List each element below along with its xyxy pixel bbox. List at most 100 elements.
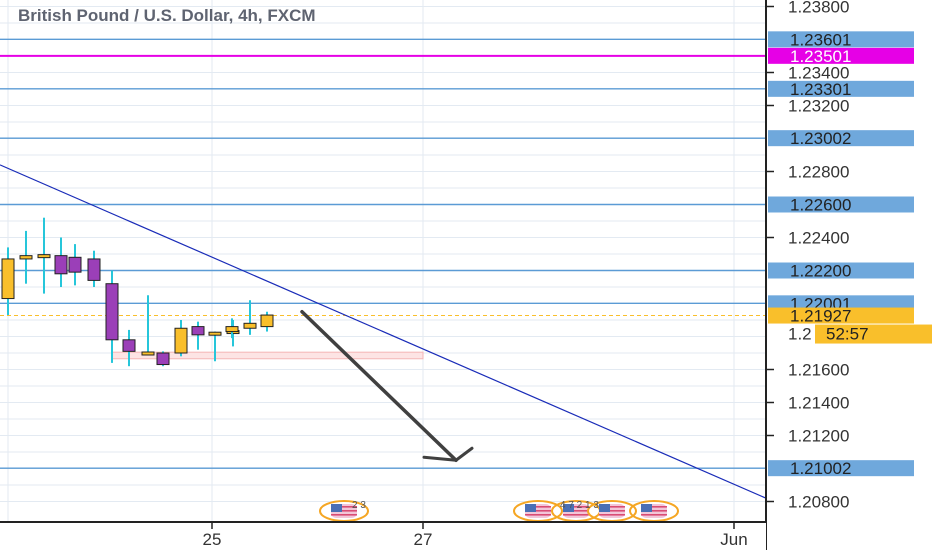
- time-tick-label: 25: [203, 530, 222, 549]
- time-axis-bg: [0, 522, 766, 550]
- level-price-label: 1.23501: [790, 47, 851, 66]
- level-price-box[interactable]: [768, 196, 914, 213]
- candle[interactable]: [54, 237, 68, 288]
- flag-canton: [331, 504, 342, 512]
- level-price-label: 1.23002: [790, 129, 851, 148]
- candles[interactable]: [1, 217, 274, 367]
- level-price-box[interactable]: [768, 262, 914, 279]
- event-label: 2 3: [352, 500, 366, 511]
- flag-stripe: [599, 506, 625, 508]
- flag-stripe: [525, 514, 551, 516]
- price-tick-label: 1.21600: [788, 361, 849, 380]
- candle[interactable]: [208, 331, 222, 362]
- candle[interactable]: [122, 329, 136, 367]
- candle-body: [19, 255, 33, 260]
- flag-stripe: [563, 510, 589, 512]
- us-flag-event-icon[interactable]: [513, 500, 563, 522]
- candle[interactable]: [243, 300, 257, 335]
- flag-stripe: [563, 506, 589, 508]
- candle-body: [122, 339, 136, 352]
- candle-body: [141, 351, 155, 356]
- candle[interactable]: [105, 270, 119, 363]
- candle-body: [260, 314, 274, 328]
- flag-stripe: [525, 510, 551, 512]
- level-price-label: 1.23601: [790, 30, 851, 49]
- flag-canton: [641, 504, 652, 512]
- price-tick-label: 1.22400: [788, 229, 849, 248]
- candle-body: [37, 254, 51, 259]
- candle[interactable]: [225, 318, 239, 339]
- horizontal-levels[interactable]: [0, 38, 766, 469]
- flag-stripe: [331, 510, 357, 512]
- flag-stripe: [599, 514, 625, 516]
- arrow-layer[interactable]: [300, 310, 474, 462]
- price-axis[interactable]: 1.23800 1.23400 1.23200 1.22800 1.22400 1.216…: [765, 0, 932, 550]
- us-flag-event-icon[interactable]: [629, 500, 679, 522]
- price-tick-label: 1.23200: [788, 97, 849, 116]
- price-tick-label: 1.23800: [788, 0, 849, 17]
- price-tick-label: 1.21400: [788, 394, 849, 413]
- candle-body: [191, 326, 205, 336]
- trend-line[interactable]: [0, 164, 767, 499]
- time-tick-label: Jun: [720, 530, 747, 549]
- flag-stripe: [599, 510, 625, 512]
- candle-body: [105, 283, 119, 341]
- level-price-label: 1.22600: [790, 196, 851, 215]
- grid: [0, 0, 766, 522]
- time-tick-label: 27: [414, 530, 433, 549]
- level-price-box[interactable]: [768, 295, 914, 312]
- candle[interactable]: [37, 217, 51, 294]
- level-price-label: 1.22200: [790, 262, 851, 281]
- candle[interactable]: [19, 230, 33, 284]
- candle[interactable]: [260, 311, 274, 332]
- flag-stripe: [331, 514, 357, 516]
- countdown-box: [815, 324, 932, 344]
- arrow-shaft[interactable]: [300, 310, 458, 462]
- flag-stripe: [525, 506, 551, 508]
- candle-body: [208, 331, 222, 336]
- level-price-box[interactable]: [768, 130, 914, 147]
- level-price-label: 1.21002: [790, 459, 851, 478]
- arrow-head[interactable]: [422, 446, 474, 462]
- level-price-box[interactable]: [768, 80, 914, 97]
- level-price-box[interactable]: [768, 460, 914, 477]
- trend-line-layer[interactable]: [0, 164, 767, 499]
- flag-stripe: [641, 514, 667, 516]
- candle-body: [225, 326, 239, 333]
- level-price-label: 1.23301: [790, 80, 851, 99]
- us-flag-event-icon[interactable]: [319, 500, 369, 522]
- countdown-label: 52:57: [826, 325, 869, 344]
- level-price-box[interactable]: [768, 47, 914, 64]
- last-price-box[interactable]: [768, 307, 914, 324]
- chart-title: British Pound / U.S. Dollar, 4h, FXCM: [18, 6, 316, 25]
- flag-stripe: [331, 506, 357, 508]
- candle[interactable]: [174, 320, 188, 357]
- candle-body: [1, 258, 15, 300]
- candle[interactable]: [1, 247, 15, 316]
- candle-body: [68, 256, 82, 273]
- candle-body: [243, 322, 257, 329]
- candle-body: [156, 352, 170, 366]
- partial-tick-label: 1.2: [788, 325, 812, 344]
- flag-canton: [599, 504, 610, 512]
- candle[interactable]: [68, 244, 82, 286]
- price-tick-label: 1.21200: [788, 427, 849, 446]
- level-price-box[interactable]: [768, 31, 914, 48]
- candle[interactable]: [156, 351, 170, 367]
- candle[interactable]: [191, 321, 205, 350]
- flag-canton: [563, 504, 574, 512]
- candle[interactable]: [87, 250, 101, 287]
- candle[interactable]: [141, 295, 155, 356]
- time-axis[interactable]: 25 27 Jun: [0, 521, 766, 550]
- candle-body: [54, 255, 68, 275]
- flag-stripe: [641, 510, 667, 512]
- candle-body: [174, 327, 188, 354]
- price-tick-label: 1.22800: [788, 163, 849, 182]
- events-layer[interactable]: 2 3 4 7 2 1 3: [319, 500, 679, 522]
- flag-canton: [525, 504, 536, 512]
- event-label: 4 7 2 1 3: [560, 500, 599, 511]
- flag-stripe: [641, 506, 667, 508]
- price-tick-label: 1.20800: [788, 493, 849, 512]
